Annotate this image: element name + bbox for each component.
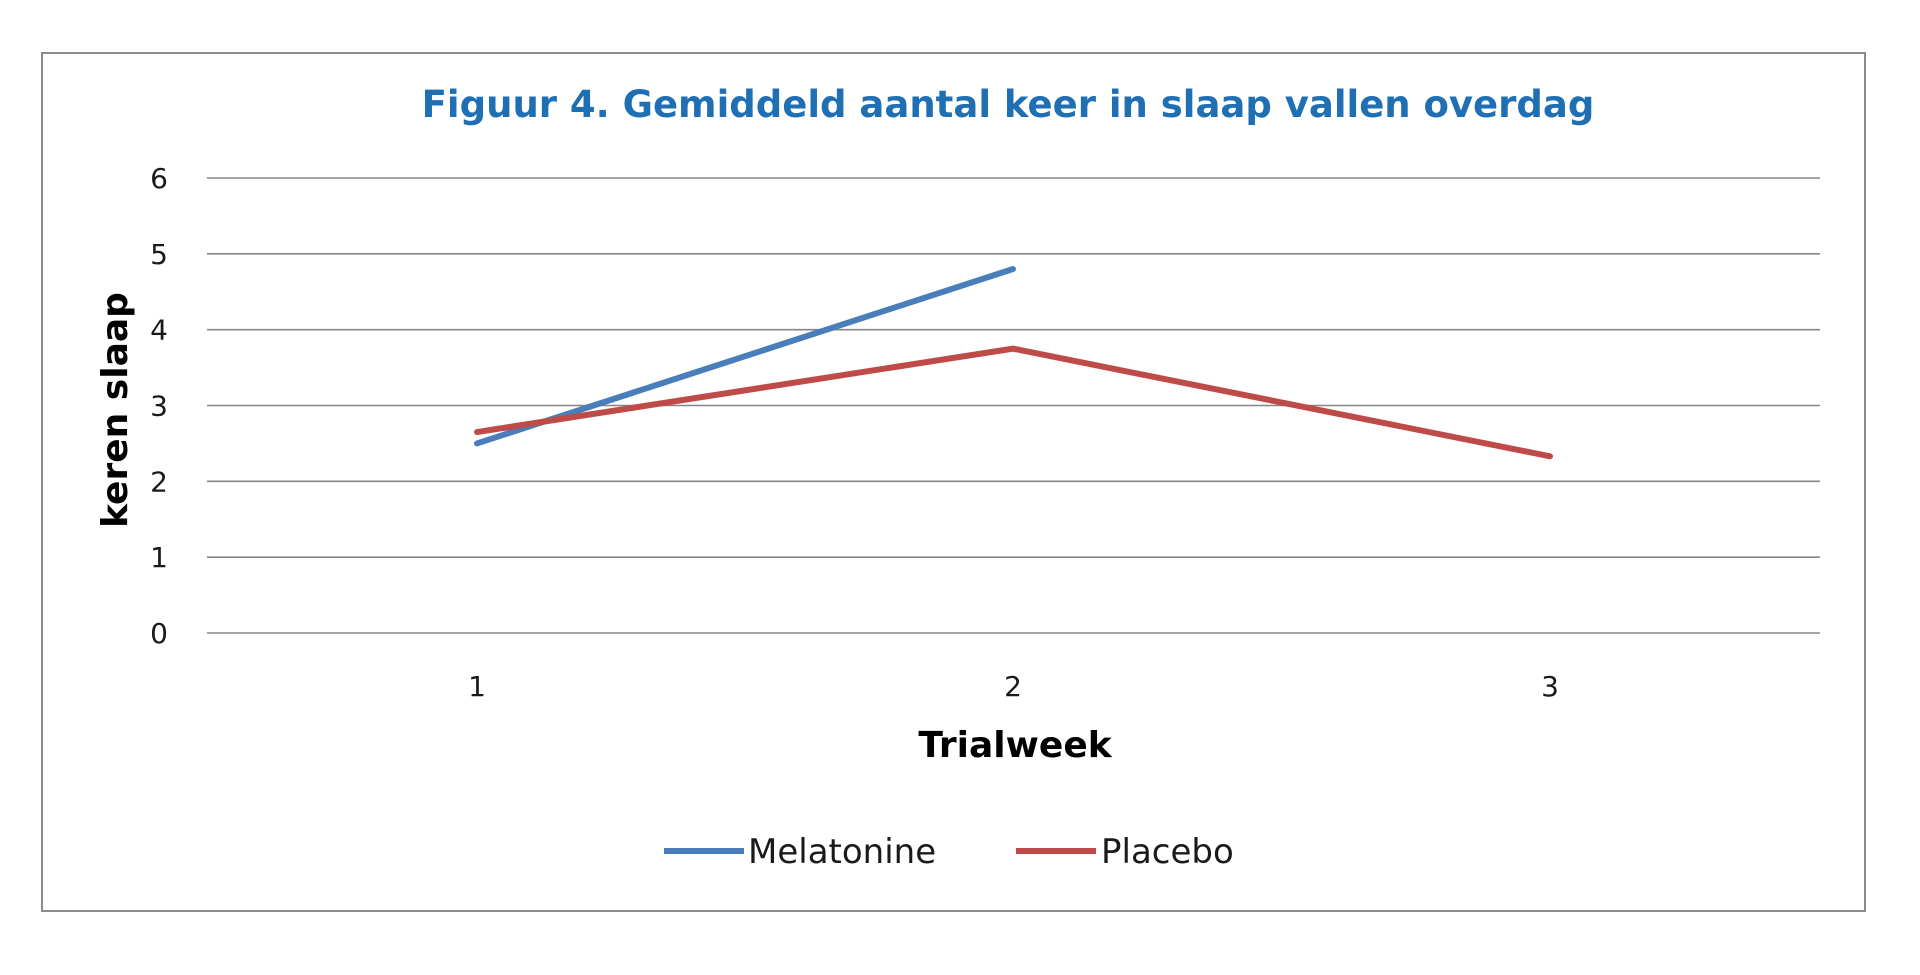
x-tick-label: 3 — [1541, 670, 1559, 703]
legend-label: Placebo — [1101, 832, 1234, 872]
x-axis-ticks: 1 2 3 — [468, 670, 1559, 703]
series-lines — [474, 266, 1553, 460]
y-tick-label: 1 — [150, 541, 168, 574]
series-line-placebo — [474, 345, 1553, 460]
x-tick-label: 1 — [468, 670, 486, 703]
gridlines — [207, 177, 1820, 634]
x-axis-title: Trialweek — [918, 725, 1112, 766]
y-tick-label: 0 — [150, 617, 168, 650]
y-tick-label: 6 — [150, 162, 168, 195]
y-tick-label: 2 — [150, 465, 168, 498]
y-axis-ticks: 0 1 2 3 4 5 6 — [150, 162, 168, 650]
legend-label: Melatonine — [748, 832, 936, 872]
chart-title: Figuur 4. Gemiddeld aantal keer in slaap… — [422, 83, 1595, 126]
x-tick-label: 2 — [1004, 670, 1022, 703]
y-tick-label: 5 — [150, 238, 168, 271]
y-axis-title: keren slaap — [95, 292, 136, 528]
y-tick-label: 3 — [150, 390, 168, 423]
series-line-melatonine — [474, 266, 1016, 447]
y-tick-label: 4 — [150, 314, 168, 347]
legend: Melatonine Placebo — [664, 832, 1234, 872]
